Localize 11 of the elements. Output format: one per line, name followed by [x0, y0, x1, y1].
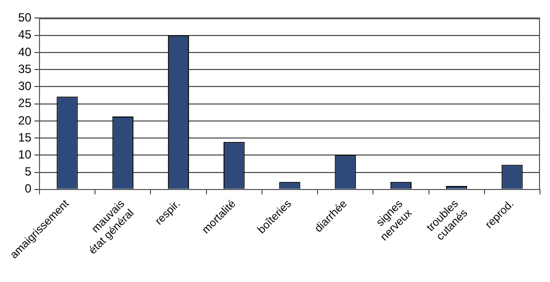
y-tick-label: 0 — [24, 182, 32, 196]
y-tick-label: 20 — [18, 113, 32, 128]
y-tick-label: 10 — [18, 148, 32, 162]
y-tick-label: 40 — [18, 44, 32, 59]
y-tick-label: 25 — [18, 96, 32, 110]
y-tick-label: 35 — [18, 62, 32, 76]
y-tick-label: 50 — [18, 10, 32, 25]
y-tick-label: 30 — [18, 79, 32, 94]
y-tick-label: 15 — [18, 130, 32, 144]
y-tick-label: 5 — [24, 164, 32, 179]
y-tick-label: 45 — [18, 28, 32, 42]
